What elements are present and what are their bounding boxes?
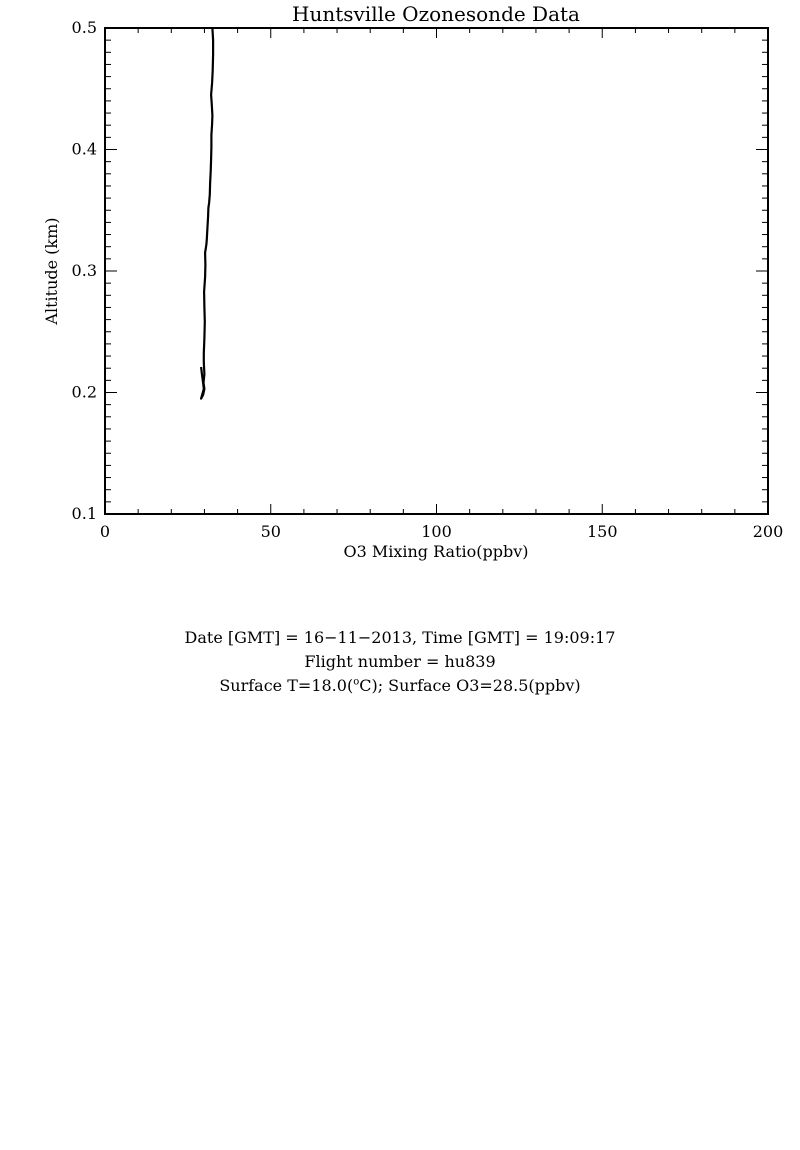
degree-sup: o [353, 676, 360, 688]
x-tick-label: 150 [587, 522, 618, 541]
date-time-line: Date [GMT] = 16−11−2013, Time [GMT] = 19… [184, 628, 616, 647]
surface-values-line: Surface T=18.0(oC); Surface O3=28.5(ppbv… [0, 674, 800, 698]
surface-values-prefix: Surface T=18.0( [219, 676, 354, 695]
ozone-profile-chart: Huntsville Ozonesonde Data 0 50 100 150 2000… [42, 2, 784, 561]
y-tick-label: 0.2 [72, 383, 97, 402]
y-tick-label: 0.5 [72, 18, 97, 37]
y-tick-label: 0.3 [72, 261, 97, 280]
x-tick-label: 0 [100, 522, 110, 541]
x-tick-label: 50 [261, 522, 281, 541]
flight-info: Date [GMT] = 16−11−2013, Time [GMT] = 19… [0, 626, 800, 698]
surface-values-suffix: C); Surface O3=28.5(ppbv) [359, 676, 581, 695]
ozone-profile-line [200, 27, 215, 400]
flight-number-line: Flight number = hu839 [304, 652, 496, 671]
y-axis-label: Altitude (km) [42, 217, 61, 325]
x-axis-label: O3 Mixing Ratio(ppbv) [343, 542, 528, 561]
tick-labels: 0 50 100 150 200 0.1 0.2 0.3 0.4 0.5 [72, 18, 784, 541]
x-tick-label: 200 [753, 522, 784, 541]
y-tick-label: 0.4 [72, 140, 97, 159]
chart-title: Huntsville Ozonesonde Data [292, 2, 580, 26]
x-tick-label: 100 [421, 522, 452, 541]
y-tick-label: 0.1 [72, 504, 97, 523]
plot-frame [104, 27, 769, 515]
series-group [200, 27, 215, 400]
